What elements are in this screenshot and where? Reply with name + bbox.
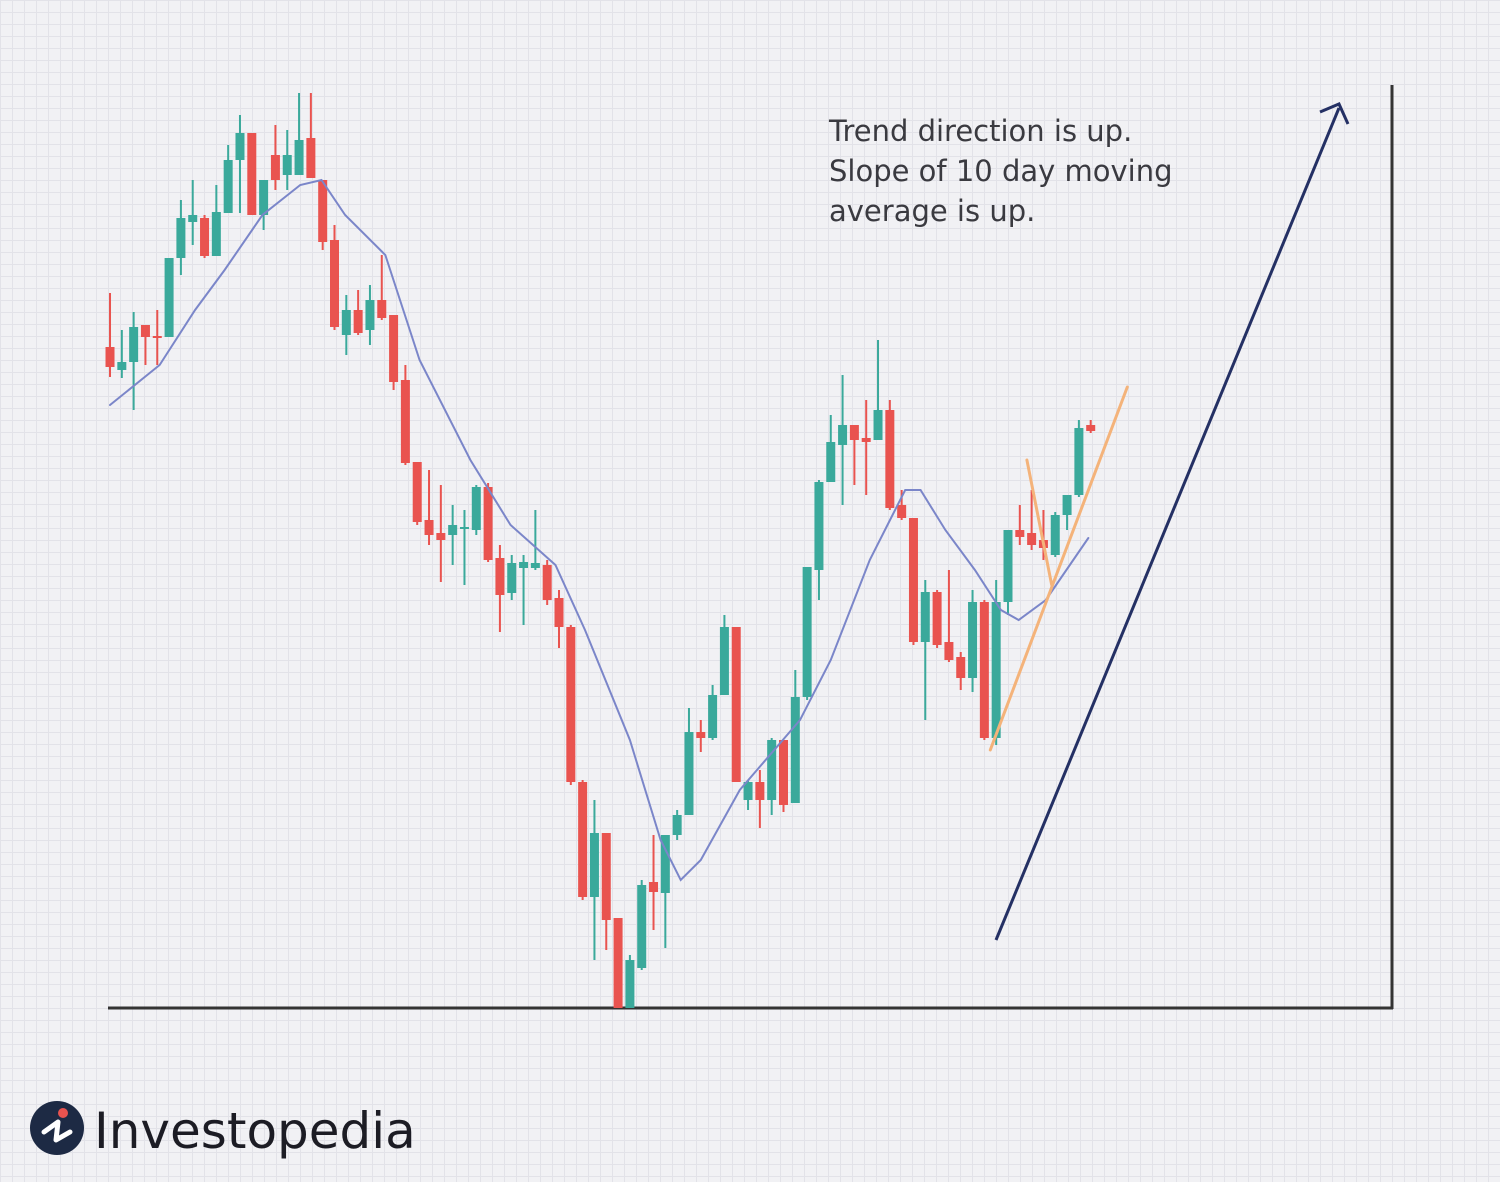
- candle-body: [152, 336, 162, 338]
- candle-body: [483, 487, 493, 560]
- candle-body: [861, 438, 871, 442]
- plot-area: [105, 93, 1129, 1008]
- candle-body: [566, 627, 576, 782]
- candle-body: [601, 833, 611, 920]
- candle-body: [424, 520, 434, 535]
- candle-body: [790, 697, 800, 803]
- candle-body: [353, 310, 363, 333]
- candle-body: [365, 300, 375, 330]
- candle-body: [672, 815, 682, 835]
- candle-body: [554, 598, 564, 627]
- candle-body: [885, 410, 895, 508]
- candle-body: [1062, 495, 1072, 515]
- candle-body: [519, 562, 529, 568]
- candle-body: [838, 425, 848, 445]
- moving-average-line: [109, 178, 1090, 882]
- annotation: Trend direction is up.: [828, 114, 1132, 148]
- candle-body: [188, 215, 198, 222]
- candle-body: [932, 592, 942, 645]
- trendline: [988, 385, 1129, 752]
- candle-body: [389, 315, 399, 382]
- candle-body: [200, 218, 210, 256]
- candle-body: [767, 740, 777, 800]
- candle-body: [400, 380, 410, 463]
- annotation: average is up.: [829, 194, 1035, 228]
- annotation: Slope of 10 day moving: [829, 154, 1173, 188]
- candle-body: [129, 327, 139, 362]
- candle-body: [318, 180, 328, 242]
- candle-body: [223, 160, 233, 213]
- candle-body: [1050, 515, 1060, 555]
- candle-body: [1003, 530, 1013, 602]
- candle-body: [436, 533, 446, 540]
- candle-body: [637, 885, 647, 968]
- candle-body: [968, 602, 978, 678]
- candle-body: [294, 140, 304, 175]
- candle-body: [117, 362, 127, 370]
- candle-body: [589, 833, 599, 897]
- candle-body: [306, 138, 316, 178]
- candle-body: [719, 627, 729, 695]
- candle-body: [708, 695, 718, 738]
- candle-body: [979, 602, 989, 738]
- candle-body: [991, 602, 1001, 738]
- trendline: [1025, 458, 1054, 587]
- candle-body: [1015, 530, 1025, 537]
- candle-body: [625, 960, 635, 1008]
- candle-body: [1074, 428, 1084, 495]
- candle-body: [826, 442, 836, 482]
- candle-body: [684, 732, 694, 815]
- logo-text: Investopedia: [94, 1102, 416, 1160]
- candle-body: [471, 487, 481, 530]
- trend-arrow: [994, 107, 1341, 941]
- candle-body: [164, 258, 174, 337]
- candle-body: [1027, 533, 1037, 545]
- candle-body: [507, 563, 517, 593]
- candle-body: [802, 567, 812, 697]
- candle-body: [778, 740, 788, 805]
- candle-body: [412, 462, 422, 522]
- candle-body: [613, 918, 623, 1008]
- candle-body: [495, 558, 505, 595]
- candle-body: [259, 180, 269, 215]
- candle-body: [105, 347, 115, 367]
- candle-body: [814, 482, 824, 570]
- candle-body: [282, 155, 292, 175]
- candle-body: [956, 657, 966, 678]
- candle-body: [696, 732, 706, 738]
- candle-body: [448, 525, 458, 535]
- candle-body: [176, 218, 186, 258]
- candle-body: [944, 642, 954, 660]
- candle-body: [270, 155, 280, 180]
- candle-body: [731, 627, 741, 782]
- candle-body: [908, 518, 918, 642]
- candle-body: [755, 782, 765, 800]
- candle-body: [530, 563, 540, 568]
- candle-body: [235, 133, 245, 160]
- candle-body: [140, 325, 150, 337]
- candle-body: [849, 425, 859, 440]
- candle-body: [649, 882, 659, 892]
- candle-body: [743, 782, 753, 800]
- candle-body: [459, 527, 469, 529]
- candle-body: [897, 505, 907, 518]
- candle-body: [542, 565, 552, 600]
- candle-body: [660, 835, 670, 893]
- logo-icon: [30, 1101, 84, 1155]
- candle-body: [211, 212, 221, 256]
- trend-arrow-head: [1319, 102, 1350, 125]
- candle-body: [247, 133, 257, 215]
- candle-body: [341, 310, 351, 335]
- candle-body: [920, 592, 930, 642]
- candle-body: [873, 410, 883, 440]
- candle-body: [330, 240, 340, 327]
- candle-body: [377, 300, 387, 318]
- candle-body: [578, 782, 588, 897]
- candle-body: [1086, 425, 1096, 431]
